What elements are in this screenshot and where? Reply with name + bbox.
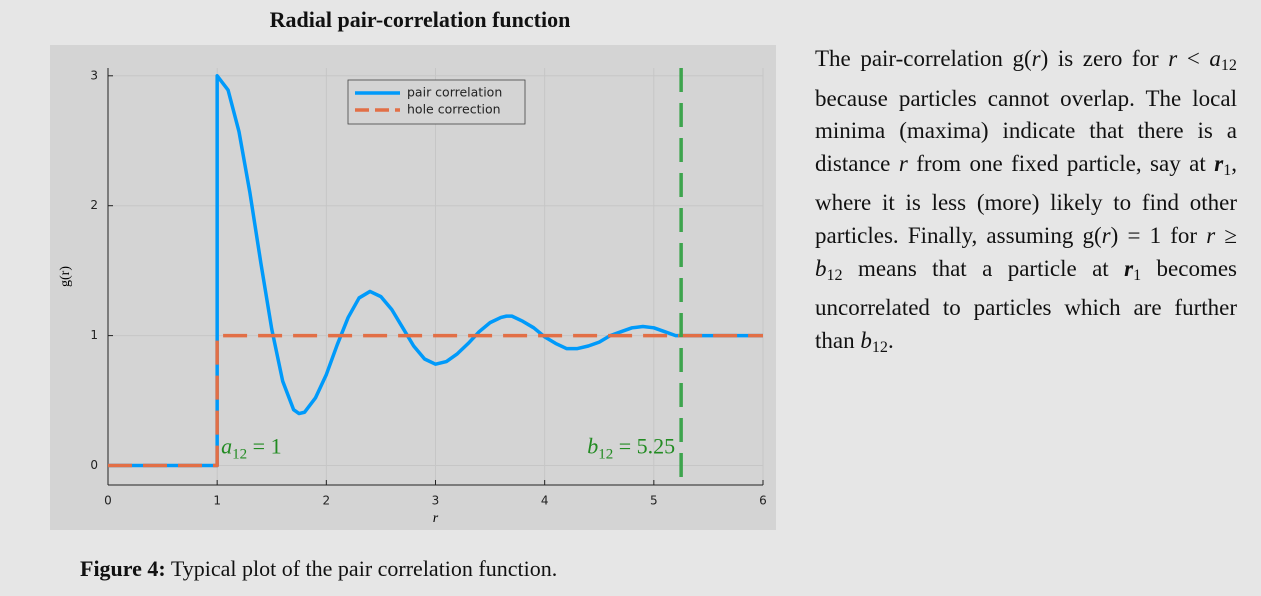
paragraph-part: r bbox=[1168, 46, 1178, 71]
paragraph-part: 12 bbox=[871, 338, 888, 356]
paragraph-part: 12 bbox=[1220, 57, 1237, 75]
caption-label: Figure 4: bbox=[80, 556, 166, 581]
x-tick-label: 0 bbox=[104, 494, 112, 508]
x-tick-label: 6 bbox=[759, 494, 767, 508]
legend-label: hole correction bbox=[407, 102, 501, 117]
y-axis-label: g(r) bbox=[58, 266, 73, 287]
paragraph-part: . bbox=[887, 327, 894, 353]
legend: pair correlation hole correction bbox=[347, 79, 526, 125]
annotation-part: 12 bbox=[598, 447, 613, 463]
paragraph-part: b bbox=[815, 255, 827, 281]
paragraph-part: means that a particle at bbox=[842, 255, 1125, 281]
series-line bbox=[108, 333, 763, 468]
paragraph-part: r bbox=[1101, 223, 1111, 248]
paragraph-part: becomes uncorrelated to particles which … bbox=[815, 255, 1237, 353]
y-tick-label: 3 bbox=[90, 68, 98, 82]
paragraph-part: a bbox=[1209, 46, 1221, 71]
x-tick-label: 1 bbox=[213, 494, 221, 508]
paragraph-part: b bbox=[860, 327, 872, 353]
plot-panel bbox=[50, 45, 776, 530]
x-tick-label: 3 bbox=[432, 494, 440, 508]
annotation-part: 12 bbox=[232, 447, 247, 463]
paragraph-part: r bbox=[1031, 46, 1041, 71]
annotation-part: b bbox=[587, 434, 598, 459]
paragraph-part: because particles cannot overlap. The lo… bbox=[815, 85, 1237, 176]
paragraph-part: , where it is less (more) likely to find… bbox=[815, 150, 1238, 248]
caption-text: Typical plot of the pair correlation fun… bbox=[165, 556, 558, 581]
paragraph-part: 1 bbox=[1223, 161, 1232, 179]
legend-box bbox=[347, 79, 526, 125]
caption: Figure 4: Typical plot of the pair corre… bbox=[80, 556, 557, 582]
paragraph-part: r bbox=[1206, 223, 1216, 248]
paragraph-part: 1 bbox=[1133, 266, 1142, 284]
paragraph-part: r bbox=[1124, 255, 1134, 281]
annotation: b12 = 5.25 bbox=[587, 434, 675, 463]
y-tick-label: 1 bbox=[90, 328, 98, 342]
legend-label: pair correlation bbox=[407, 85, 502, 100]
paragraph-part: 12 bbox=[826, 266, 843, 284]
paragraph-part: ) = 1 for bbox=[1110, 223, 1207, 248]
y-tick-label: 0 bbox=[90, 458, 98, 472]
annotation: a12 = 1 bbox=[221, 434, 281, 463]
paragraph: The pair-correlation g(r) is zero for r … bbox=[815, 43, 1237, 364]
x-tick-label: 5 bbox=[650, 494, 658, 508]
paragraph-part: The pair-correlation g( bbox=[815, 46, 1032, 71]
x-axis-label: r bbox=[433, 511, 439, 526]
paragraph-part: ) is zero for bbox=[1040, 46, 1169, 71]
paragraph-part: r bbox=[898, 150, 908, 176]
annotation-part: = 5.25 bbox=[613, 434, 675, 459]
y-tick-label: 2 bbox=[90, 198, 98, 212]
paragraph-part: < bbox=[1177, 46, 1210, 71]
x-tick-label: 2 bbox=[323, 494, 331, 508]
x-tick-label: 4 bbox=[541, 494, 549, 508]
chart-title: Radial pair-correlation function bbox=[270, 7, 571, 32]
paragraph-part: r bbox=[1214, 150, 1224, 176]
paragraph-part: ≥ bbox=[1215, 223, 1237, 248]
annotation-part: = 1 bbox=[247, 434, 281, 459]
annotation-part: a bbox=[221, 434, 232, 459]
paragraph-part: from one fixed particle, say at bbox=[907, 150, 1215, 176]
